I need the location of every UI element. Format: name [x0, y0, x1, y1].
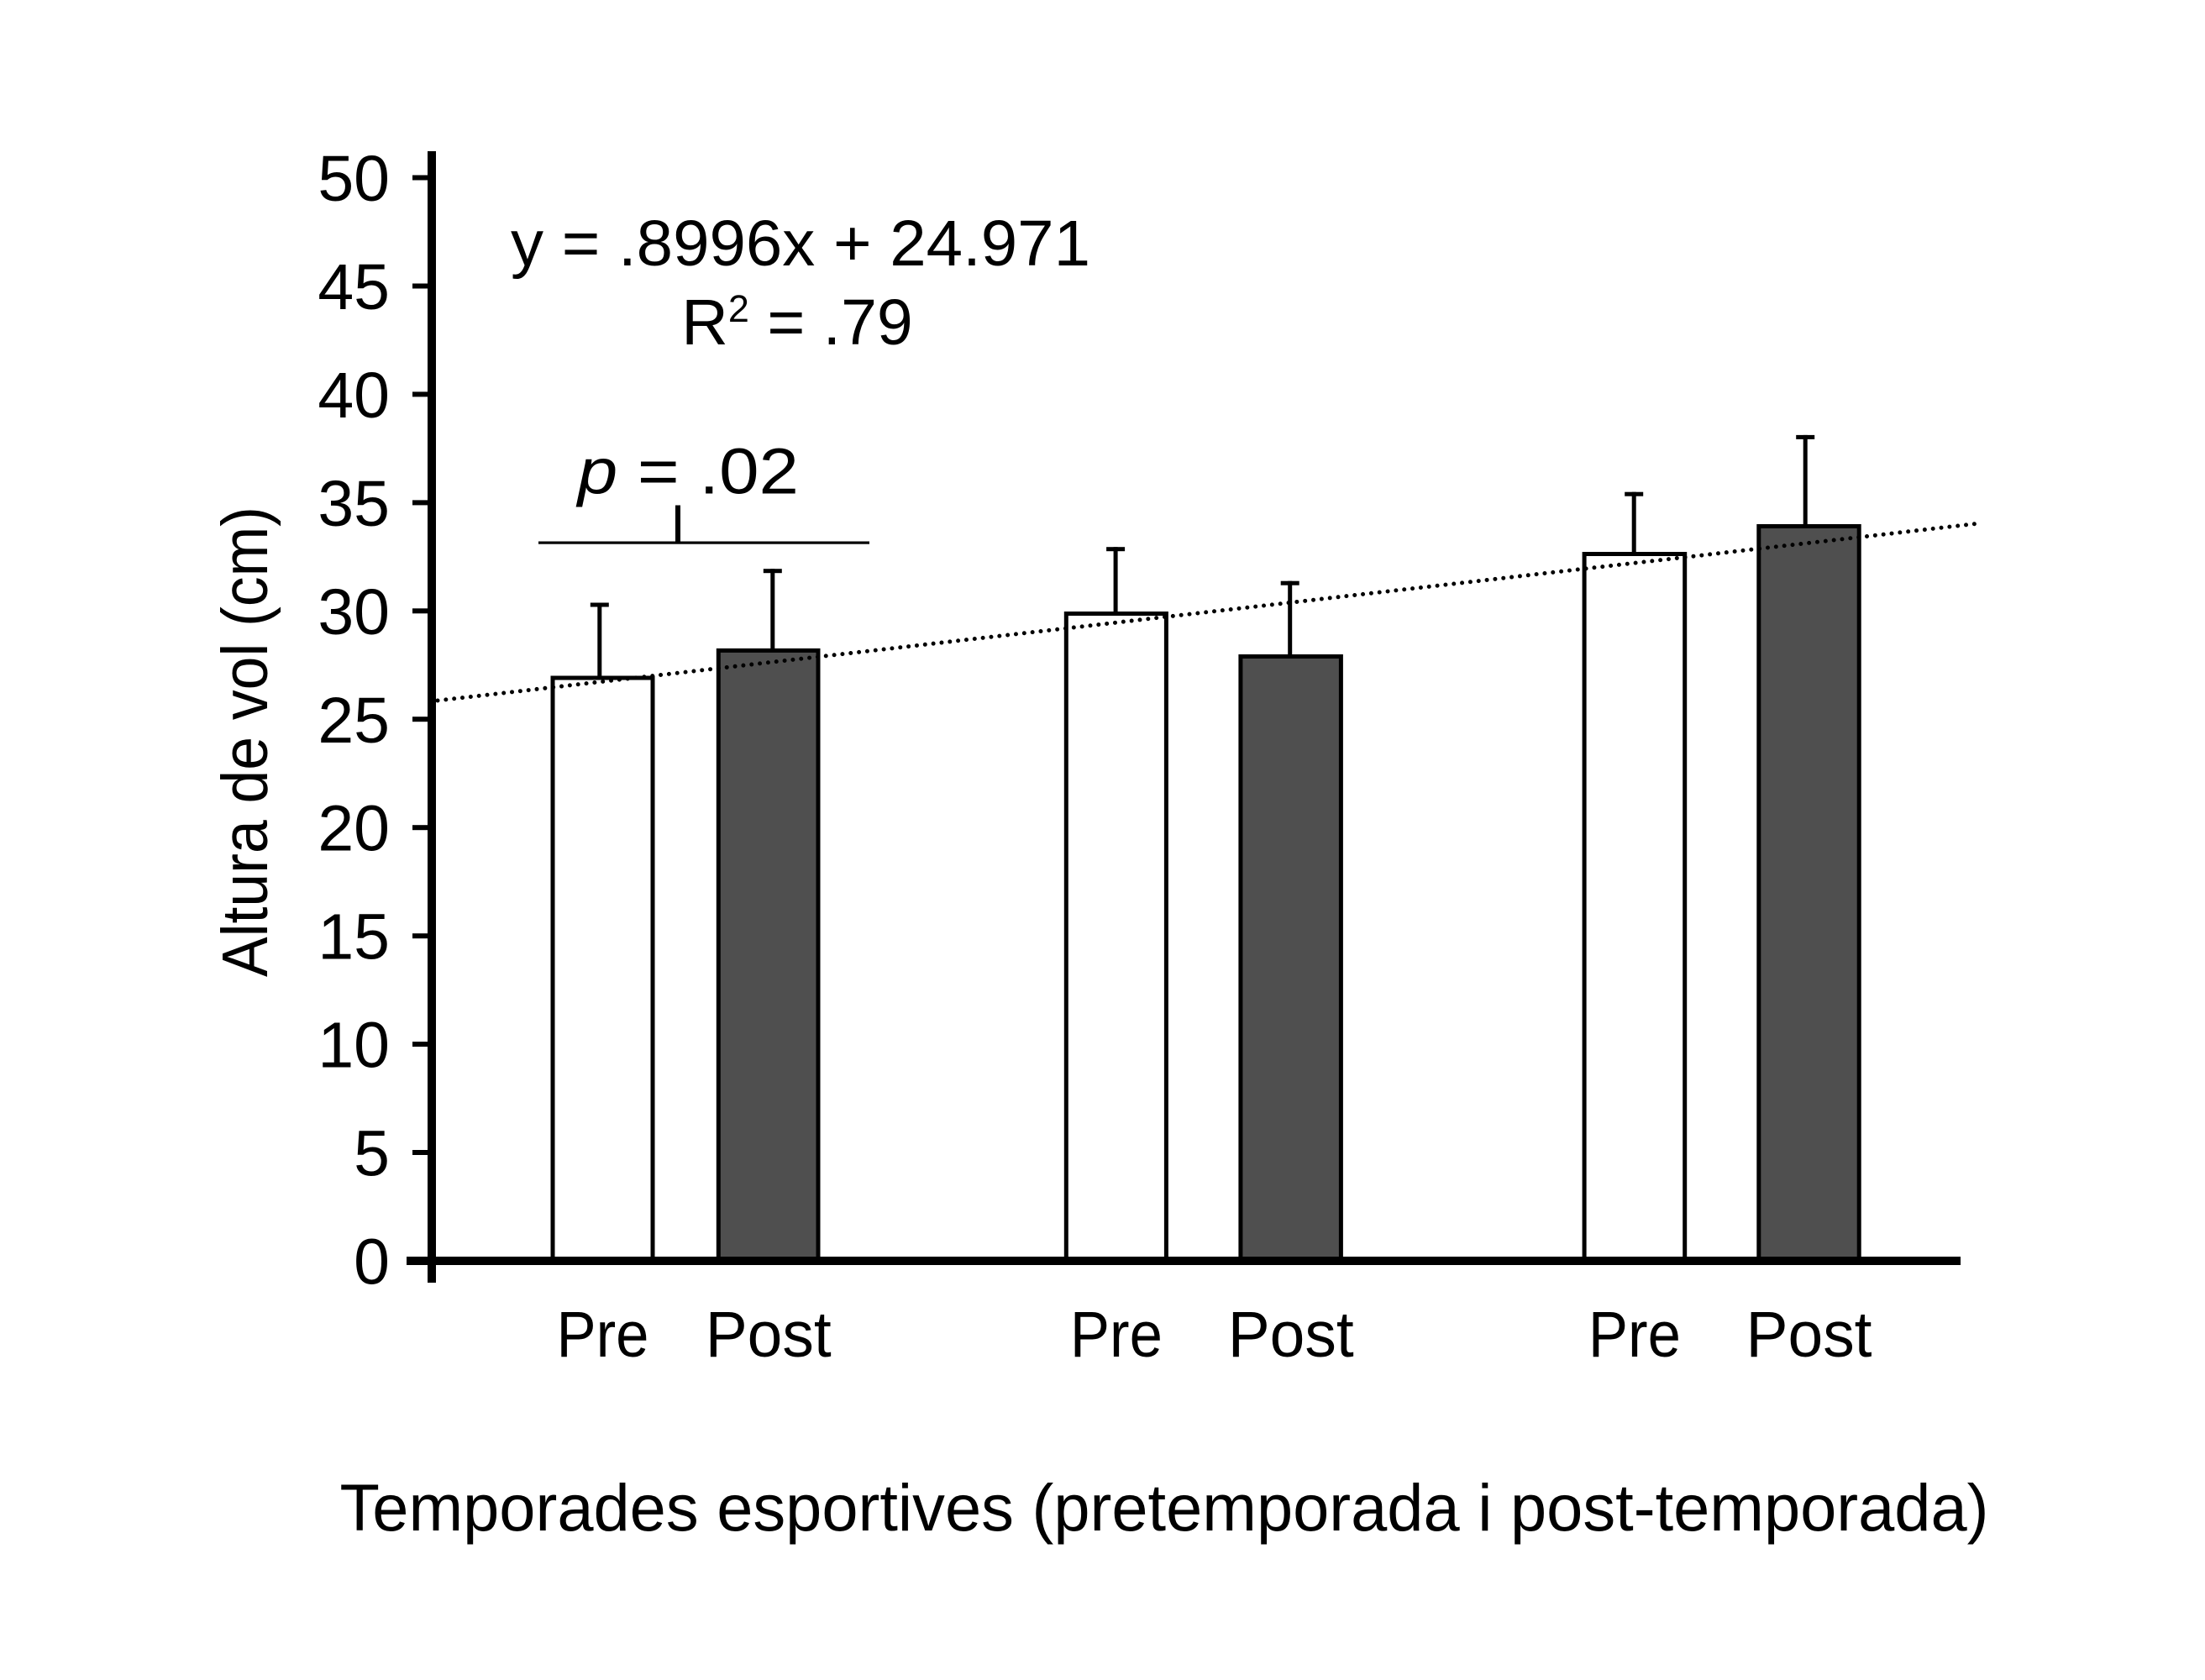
svg-text:Pre: Pre	[1070, 1299, 1163, 1371]
svg-text:35: 35	[318, 468, 390, 540]
svg-text:30: 30	[318, 576, 390, 648]
svg-text:10: 10	[318, 1010, 390, 1082]
svg-text:R2 = .79: R2 = .79	[681, 286, 912, 359]
svg-text:25: 25	[318, 685, 390, 757]
svg-text:Temporades esportives (pretemp: Temporades esportives (pretemporada i po…	[340, 1470, 1989, 1545]
svg-text:50: 50	[318, 143, 390, 215]
svg-text:Pre: Pre	[1588, 1299, 1681, 1371]
svg-text:40: 40	[318, 360, 390, 432]
svg-text:45: 45	[318, 251, 390, 323]
svg-text:Post: Post	[1228, 1299, 1354, 1371]
svg-text:Altura de vol (cm): Altura de vol (cm)	[209, 507, 281, 977]
svg-text:0: 0	[354, 1226, 390, 1299]
svg-text:Pre: Pre	[557, 1299, 649, 1371]
svg-text:Post: Post	[1746, 1299, 1872, 1371]
svg-text:15: 15	[318, 901, 390, 974]
svg-text:p = .02: p = .02	[576, 435, 799, 507]
svg-text:Post: Post	[706, 1299, 832, 1371]
svg-text:5: 5	[354, 1118, 390, 1190]
svg-text:y = .8996x + 24.971: y = .8996x + 24.971	[511, 207, 1090, 280]
svg-text:20: 20	[318, 793, 390, 865]
